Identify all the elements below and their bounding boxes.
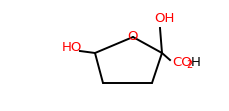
Text: O: O	[128, 30, 138, 43]
Text: CO: CO	[172, 56, 192, 68]
Text: 2: 2	[186, 59, 192, 69]
Text: HO: HO	[62, 41, 82, 54]
Text: H: H	[191, 56, 200, 68]
Text: OH: OH	[154, 12, 174, 25]
